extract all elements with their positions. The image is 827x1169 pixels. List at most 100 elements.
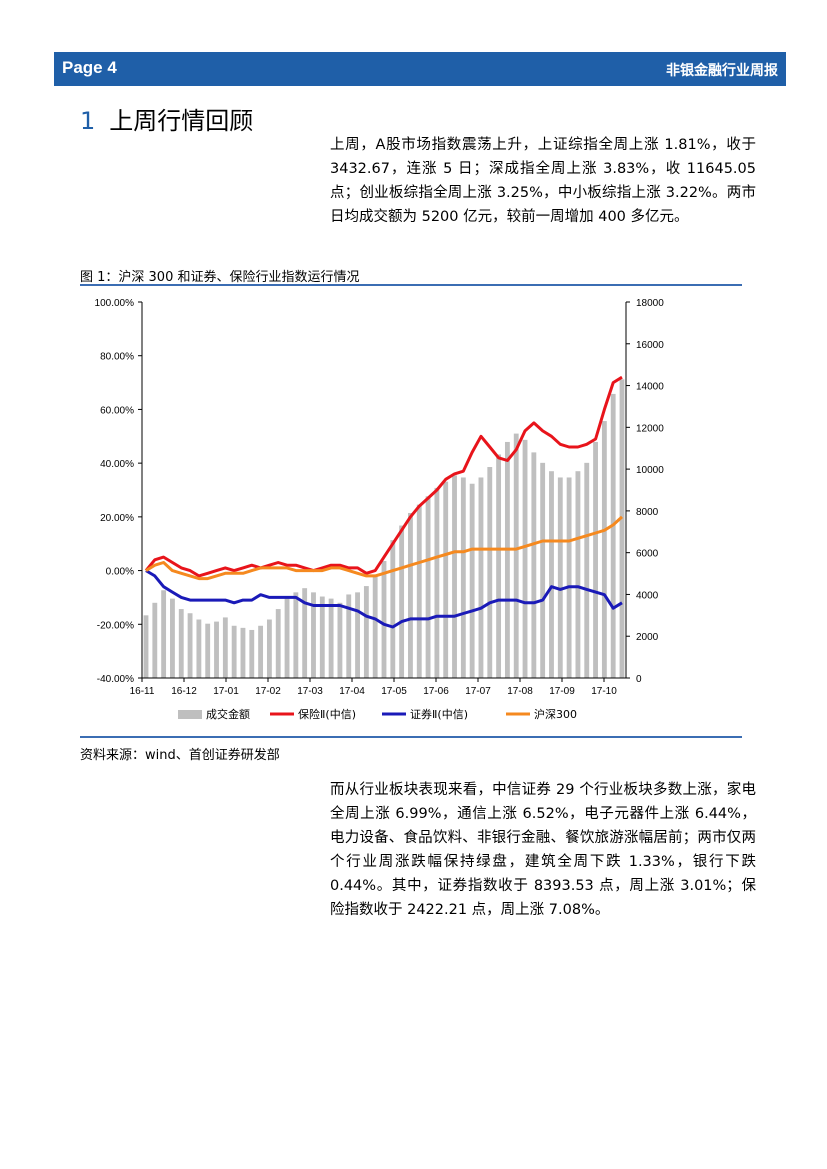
volume-bar — [196, 619, 202, 678]
volume-bar — [619, 379, 625, 678]
volume-bar — [390, 540, 396, 678]
volume-bar — [425, 496, 431, 678]
section-number: 1 — [80, 107, 96, 135]
figure-source: 资料来源：wind、首创证券研发部 — [80, 748, 280, 763]
volume-bar — [143, 615, 149, 678]
right-tick-label: 2000 — [636, 632, 659, 643]
volume-bar — [434, 487, 440, 678]
x-tick-label: 17-02 — [255, 686, 281, 697]
volume-bar — [487, 467, 493, 678]
x-tick-label: 16-12 — [171, 686, 197, 697]
right-tick-label: 0 — [636, 674, 642, 685]
volume-bar — [355, 592, 360, 678]
volume-bar — [170, 598, 175, 678]
x-tick-label: 17-03 — [297, 686, 323, 697]
volume-bar — [478, 477, 484, 678]
x-tick-label: 17-04 — [339, 686, 365, 697]
intro-paragraph: 上周，A股市场指数震荡上升，上证综指全周上涨 1.81%，收于 3432.67，… — [330, 137, 756, 225]
section-title: 上周行情回顾 — [109, 107, 254, 135]
volume-bar — [522, 439, 528, 678]
right-tick-label: 12000 — [636, 423, 664, 434]
volume-bar — [584, 462, 590, 678]
right-tick-label: 8000 — [636, 507, 659, 518]
legend-label: 成交金额 — [206, 707, 250, 721]
figure-title: 图 1：沪深 300 和证券、保险行业指数运行情况 — [80, 270, 360, 285]
volume-bar — [549, 471, 554, 678]
volume-bar — [187, 613, 193, 678]
volume-bar — [513, 433, 519, 678]
x-tick-label: 17-10 — [591, 686, 617, 697]
volume-bar — [214, 621, 219, 678]
volume-bar — [443, 481, 449, 678]
volume-bar — [319, 596, 325, 678]
volume-bar — [452, 475, 457, 678]
x-tick-label: 17-06 — [423, 686, 449, 697]
volume-bar — [302, 588, 308, 678]
figure-top-rule — [80, 284, 742, 286]
left-tick-label: 40.00% — [100, 459, 134, 470]
volume-bar — [161, 590, 167, 678]
right-tick-label: 6000 — [636, 549, 659, 560]
volume-bar — [222, 617, 228, 678]
left-tick-label: 80.00% — [100, 352, 134, 363]
volume-bar — [152, 602, 158, 678]
volume-bar — [284, 596, 290, 678]
volume-bar — [311, 592, 316, 678]
volume-bar — [346, 594, 352, 678]
volume-bar — [399, 525, 405, 678]
volume-bar — [496, 454, 502, 678]
volume-bar — [372, 575, 378, 678]
volume-bar — [610, 393, 616, 678]
volume-bar — [205, 623, 211, 678]
report-title: 非银金融行业周报 — [666, 63, 778, 79]
legend-label: 保险Ⅱ(中信) — [298, 707, 356, 721]
left-tick-label: 60.00% — [100, 405, 134, 416]
series-line-2 — [145, 569, 623, 629]
volume-bar — [337, 602, 343, 678]
page-number: Page 4 — [62, 58, 117, 77]
index-chart: 100.00% 80.00% 60.00% 40.00% 20.00% 0.00% -20.… — [95, 298, 665, 721]
figure-bottom-rule — [80, 736, 742, 738]
right-tick-label: 16000 — [636, 340, 664, 351]
series-line-3 — [145, 515, 624, 581]
left-tick-label: 0.00% — [106, 567, 134, 578]
x-tick-label: 17-08 — [507, 686, 533, 697]
legend-label: 证券Ⅱ(中信) — [410, 707, 468, 721]
x-tick-label: 17-01 — [213, 686, 239, 697]
volume-bar — [460, 477, 466, 678]
right-tick-label: 4000 — [636, 590, 659, 601]
legend-label: 沪深300 — [534, 707, 577, 721]
volume-bar — [293, 592, 299, 678]
left-tick-label: -20.00% — [97, 620, 134, 631]
volume-bar — [275, 609, 281, 678]
left-tick-label: 20.00% — [100, 513, 134, 524]
volume-bar — [575, 471, 581, 678]
volume-bar — [328, 598, 334, 678]
x-tick-label: 17-09 — [549, 686, 575, 697]
volume-bar — [566, 477, 572, 678]
volume-bar — [504, 441, 510, 678]
volume-bar — [469, 483, 475, 678]
volume-bar — [231, 625, 237, 678]
volume-bar — [258, 625, 264, 678]
legend-swatch-volume — [178, 710, 202, 719]
series-line-1 — [144, 375, 623, 578]
right-tick-label: 14000 — [636, 382, 664, 393]
industry-paragraph: 而从行业板块表现来看，中信证券 29 个行业板块多数上涨，家电全周上涨 6.99… — [330, 782, 756, 918]
right-tick-label: 10000 — [636, 465, 664, 476]
volume-bar — [408, 512, 413, 678]
volume-bar — [531, 452, 537, 678]
left-tick-label: 100.00% — [95, 298, 135, 309]
volume-bar — [240, 627, 246, 678]
left-tick-label: -40.00% — [97, 674, 134, 685]
right-tick-label: 18000 — [636, 298, 664, 309]
volume-bar — [593, 441, 598, 678]
x-tick-label: 17-07 — [465, 686, 491, 697]
volume-bar — [178, 609, 184, 678]
x-tick-label: 17-05 — [381, 686, 407, 697]
volume-bar — [540, 462, 546, 678]
volume-bar — [557, 477, 563, 678]
x-tick-label: 16-11 — [130, 686, 155, 697]
volume-bar — [381, 561, 387, 678]
volume-bar — [601, 421, 607, 678]
